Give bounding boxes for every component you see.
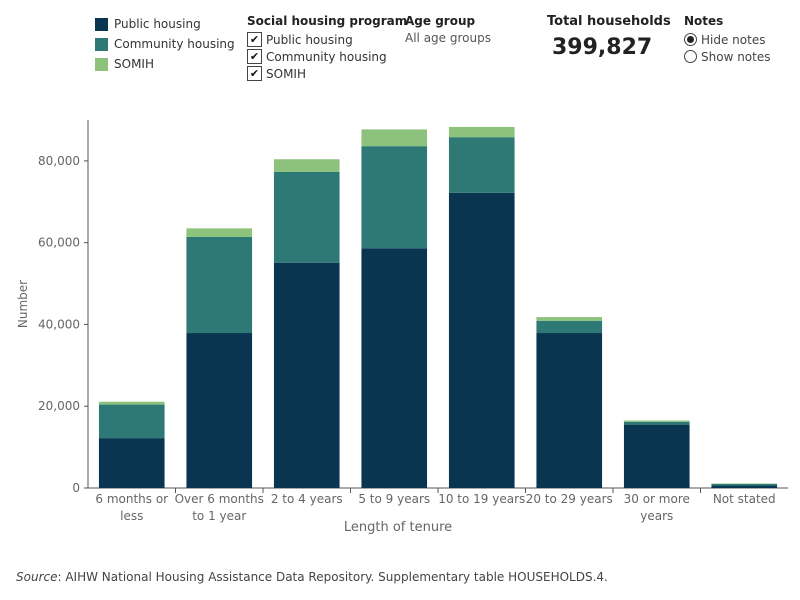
- bar-segment: [98, 401, 165, 405]
- chart-legend: Public housing Community housing SOMIH: [95, 14, 235, 74]
- bar-segment: [98, 438, 165, 488]
- y-tick-label: 40,000: [38, 317, 80, 331]
- bar-segment: [361, 248, 428, 488]
- program-option[interactable]: ✔ Community housing: [247, 48, 407, 65]
- program-option[interactable]: ✔ Public housing: [247, 31, 407, 48]
- y-tick-label: 60,000: [38, 236, 80, 250]
- notes-option[interactable]: Show notes: [684, 48, 770, 65]
- stacked-bar-chart: 0 20,000 40,000 60,000 80,000 Number 6 months …: [16, 120, 788, 535]
- bar-segment: [186, 333, 253, 488]
- notes-title: Notes: [684, 14, 724, 28]
- bar-segment: [536, 317, 603, 321]
- x-tick-label: years: [640, 509, 673, 523]
- radio-selected-icon[interactable]: [684, 33, 697, 46]
- legend-item[interactable]: Public housing: [95, 14, 235, 34]
- x-tick-label: Not stated: [713, 492, 776, 506]
- program-option-label: Community housing: [266, 49, 387, 64]
- notes-option[interactable]: Hide notes: [684, 31, 770, 48]
- bar-segment: [623, 424, 690, 488]
- y-tick-label: 0: [72, 481, 80, 495]
- notes-toggle: Notes Hide notes Show notes: [684, 14, 770, 65]
- program-filter: Social housing program ✔ Public housing ✔ C…: [247, 14, 407, 82]
- bar-segment: [711, 485, 778, 488]
- y-tick-label: 80,000: [38, 154, 80, 168]
- notes-option-label: Show notes: [701, 49, 771, 64]
- legend-label: Community housing: [114, 37, 235, 51]
- legend-swatch: [95, 37, 108, 51]
- y-tick-label: 20,000: [38, 399, 80, 413]
- bar-segment: [186, 236, 253, 334]
- legend-item[interactable]: Community housing: [95, 34, 235, 54]
- legend-label: Public housing: [114, 17, 201, 31]
- x-tick-label: 10 to 19 years: [438, 492, 525, 506]
- program-option-label: SOMIH: [266, 66, 306, 81]
- source-text: : AIHW National Housing Assistance Data …: [57, 570, 608, 584]
- total-households-value: 399,827: [552, 35, 653, 60]
- x-tick-label: 2 to 4 years: [271, 492, 343, 506]
- bar-segment: [448, 192, 515, 488]
- checkbox-checked-icon[interactable]: ✔: [247, 66, 262, 81]
- x-axis-label: Length of tenure: [344, 520, 452, 535]
- source-note: Source: AIHW National Housing Assistance…: [16, 570, 608, 584]
- age-group-select[interactable]: All age groups: [405, 31, 491, 45]
- x-tick-label: 5 to 9 years: [358, 492, 430, 506]
- bar-segment: [536, 333, 603, 488]
- bar-segment: [361, 129, 428, 147]
- bar-segment: [273, 159, 340, 172]
- bar-segment: [711, 483, 778, 486]
- x-tick-label: 6 months or: [95, 492, 168, 506]
- age-group-title: Age group: [405, 14, 476, 28]
- age-group-filter: Age group All age groups: [405, 14, 491, 45]
- bar-segment: [186, 228, 253, 237]
- x-tick-label: Over 6 months: [175, 492, 264, 506]
- bar-segment: [273, 171, 340, 263]
- y-axis-label: Number: [16, 280, 30, 328]
- x-tick-label: 30 or more: [624, 492, 690, 506]
- notes-option-label: Hide notes: [701, 32, 766, 47]
- bar-segment: [98, 404, 165, 439]
- total-households-title: Total households: [547, 14, 671, 29]
- program-option[interactable]: ✔ SOMIH: [247, 65, 407, 82]
- program-option-label: Public housing: [266, 32, 353, 47]
- program-filter-title: Social housing program: [247, 14, 408, 28]
- legend-label: SOMIH: [114, 57, 154, 71]
- bar-segment: [623, 420, 690, 422]
- checkbox-checked-icon[interactable]: ✔: [247, 49, 262, 64]
- bar-segment: [273, 262, 340, 488]
- x-tick-label: to 1 year: [192, 509, 246, 523]
- bar-segment: [448, 137, 515, 193]
- bar-segment: [623, 421, 690, 425]
- radio-unselected-icon[interactable]: [684, 50, 697, 63]
- checkbox-checked-icon[interactable]: ✔: [247, 32, 262, 47]
- bar-segment: [536, 320, 603, 334]
- legend-item[interactable]: SOMIH: [95, 54, 235, 74]
- x-tick-label: less: [120, 509, 143, 523]
- bar-segment: [361, 146, 428, 249]
- bar-segment: [448, 126, 515, 138]
- total-households: Total households 399,827: [547, 14, 671, 60]
- x-tick-label: 20 to 29 years: [526, 492, 613, 506]
- legend-swatch: [95, 57, 108, 71]
- legend-swatch: [95, 17, 108, 31]
- source-prefix: Source: [16, 570, 58, 584]
